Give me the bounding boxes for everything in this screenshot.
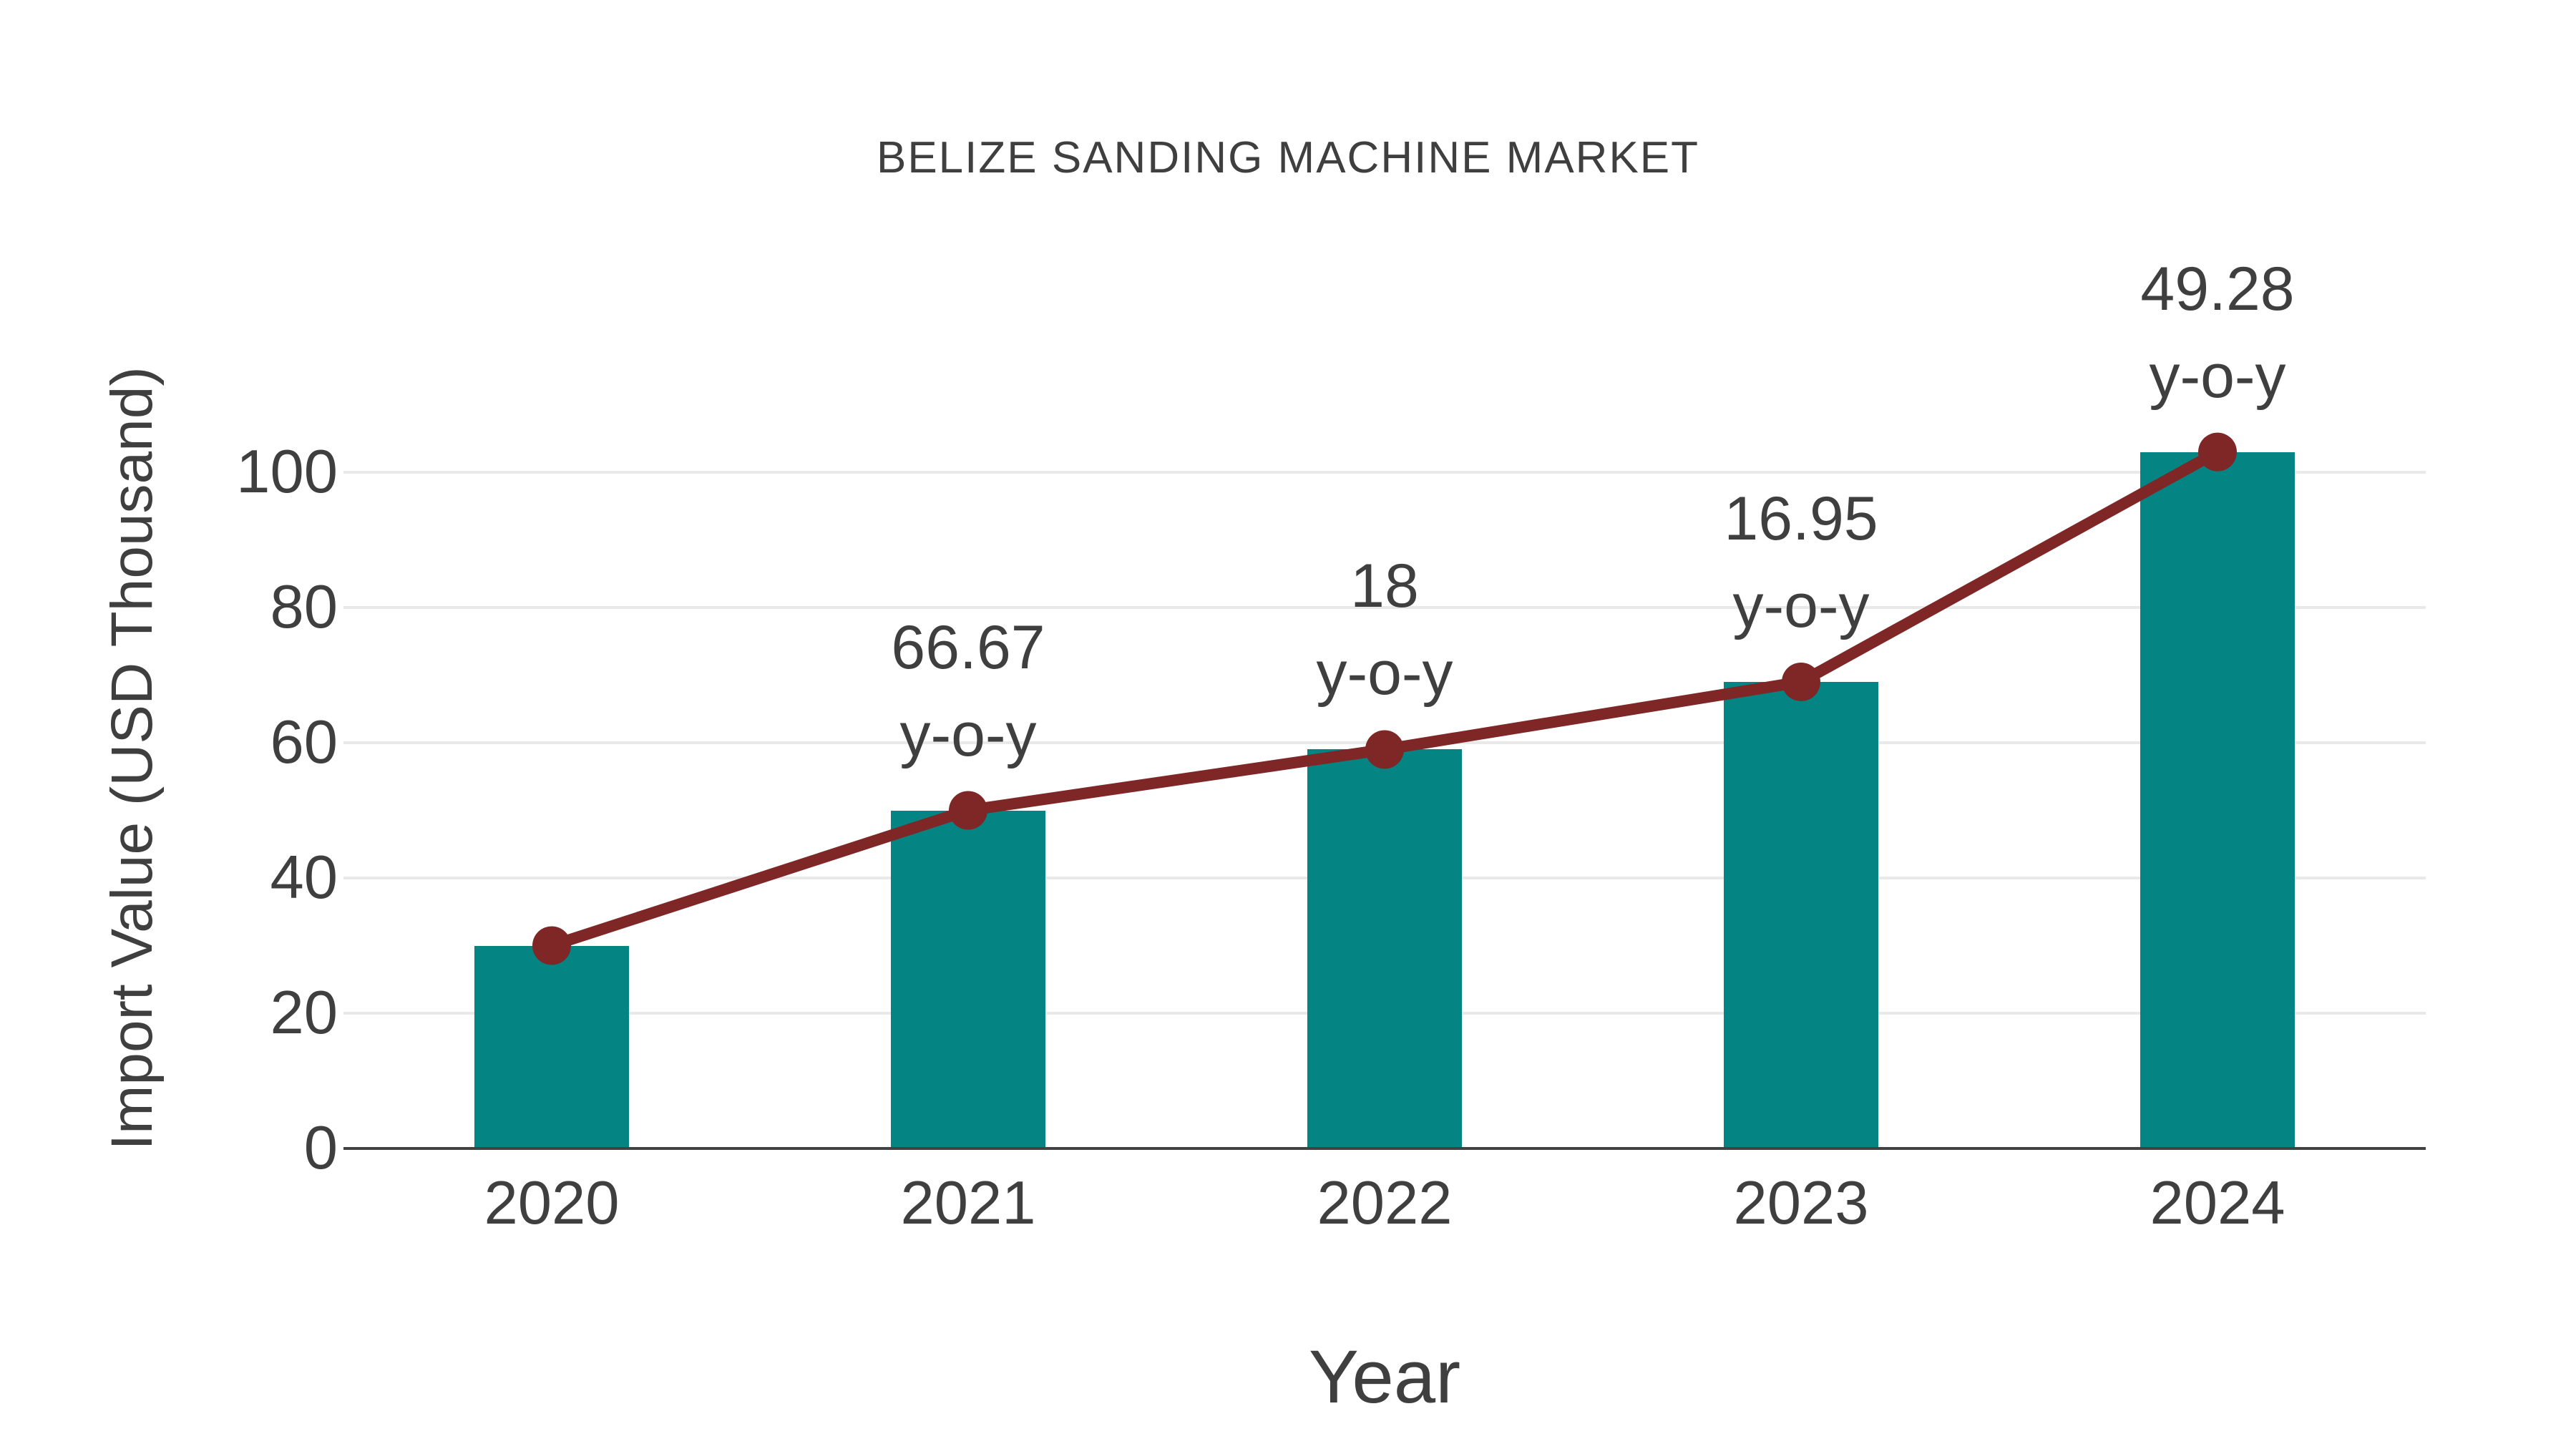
gridline-y-100 bbox=[343, 471, 2426, 474]
annotation-2022-line-2: y-o-y bbox=[1316, 639, 1453, 708]
y-tick-label-60: 60 bbox=[270, 708, 338, 776]
bar-2020 bbox=[474, 945, 629, 1148]
annotation-2024-line-1: 49.28 bbox=[2140, 254, 2295, 323]
annotation-2024-line-2: y-o-y bbox=[2149, 341, 2286, 411]
annotation-2022-line-1: 18 bbox=[1350, 552, 1419, 621]
x-tick-label-2023: 2023 bbox=[1733, 1169, 1869, 1237]
gridline-y-60 bbox=[343, 741, 2426, 744]
bar-2022 bbox=[1307, 749, 1462, 1148]
annotation-2021: 66.67 y-o-y bbox=[739, 604, 1197, 779]
chart-title: BELIZE SANDING MACHINE MARKET bbox=[876, 133, 1700, 182]
y-tick-label-40: 40 bbox=[270, 844, 338, 912]
y-axis-title: Import Value (USD Thousand) bbox=[99, 366, 165, 1151]
x-tick-label-2024: 2024 bbox=[2150, 1169, 2285, 1237]
bar-2023 bbox=[1724, 681, 1878, 1148]
y-tick-label-0: 0 bbox=[303, 1114, 338, 1182]
y-tick-label-100: 100 bbox=[236, 438, 338, 506]
bar-2024 bbox=[2140, 452, 2295, 1148]
annotation-2021-line-2: y-o-y bbox=[899, 700, 1037, 769]
x-tick-label-2021: 2021 bbox=[900, 1169, 1036, 1237]
x-axis-title: Year bbox=[1308, 1335, 1461, 1419]
y-tick-label-80: 80 bbox=[270, 573, 338, 641]
annotation-2023-line-2: y-o-y bbox=[1732, 571, 1870, 640]
annotation-2024: 49.28 y-o-y bbox=[1989, 245, 2446, 420]
annotation-2021-line-1: 66.67 bbox=[891, 613, 1045, 682]
annotation-2023: 16.95 y-o-y bbox=[1572, 475, 2030, 650]
x-tick-label-2022: 2022 bbox=[1317, 1169, 1453, 1237]
annotation-2023-line-1: 16.95 bbox=[1724, 484, 1878, 553]
x-axis-line bbox=[343, 1147, 2426, 1150]
bar-2021 bbox=[891, 810, 1045, 1148]
x-tick-label-2020: 2020 bbox=[484, 1169, 620, 1237]
annotation-2022: 18 y-o-y bbox=[1156, 542, 1614, 717]
y-tick-label-20: 20 bbox=[270, 979, 338, 1047]
